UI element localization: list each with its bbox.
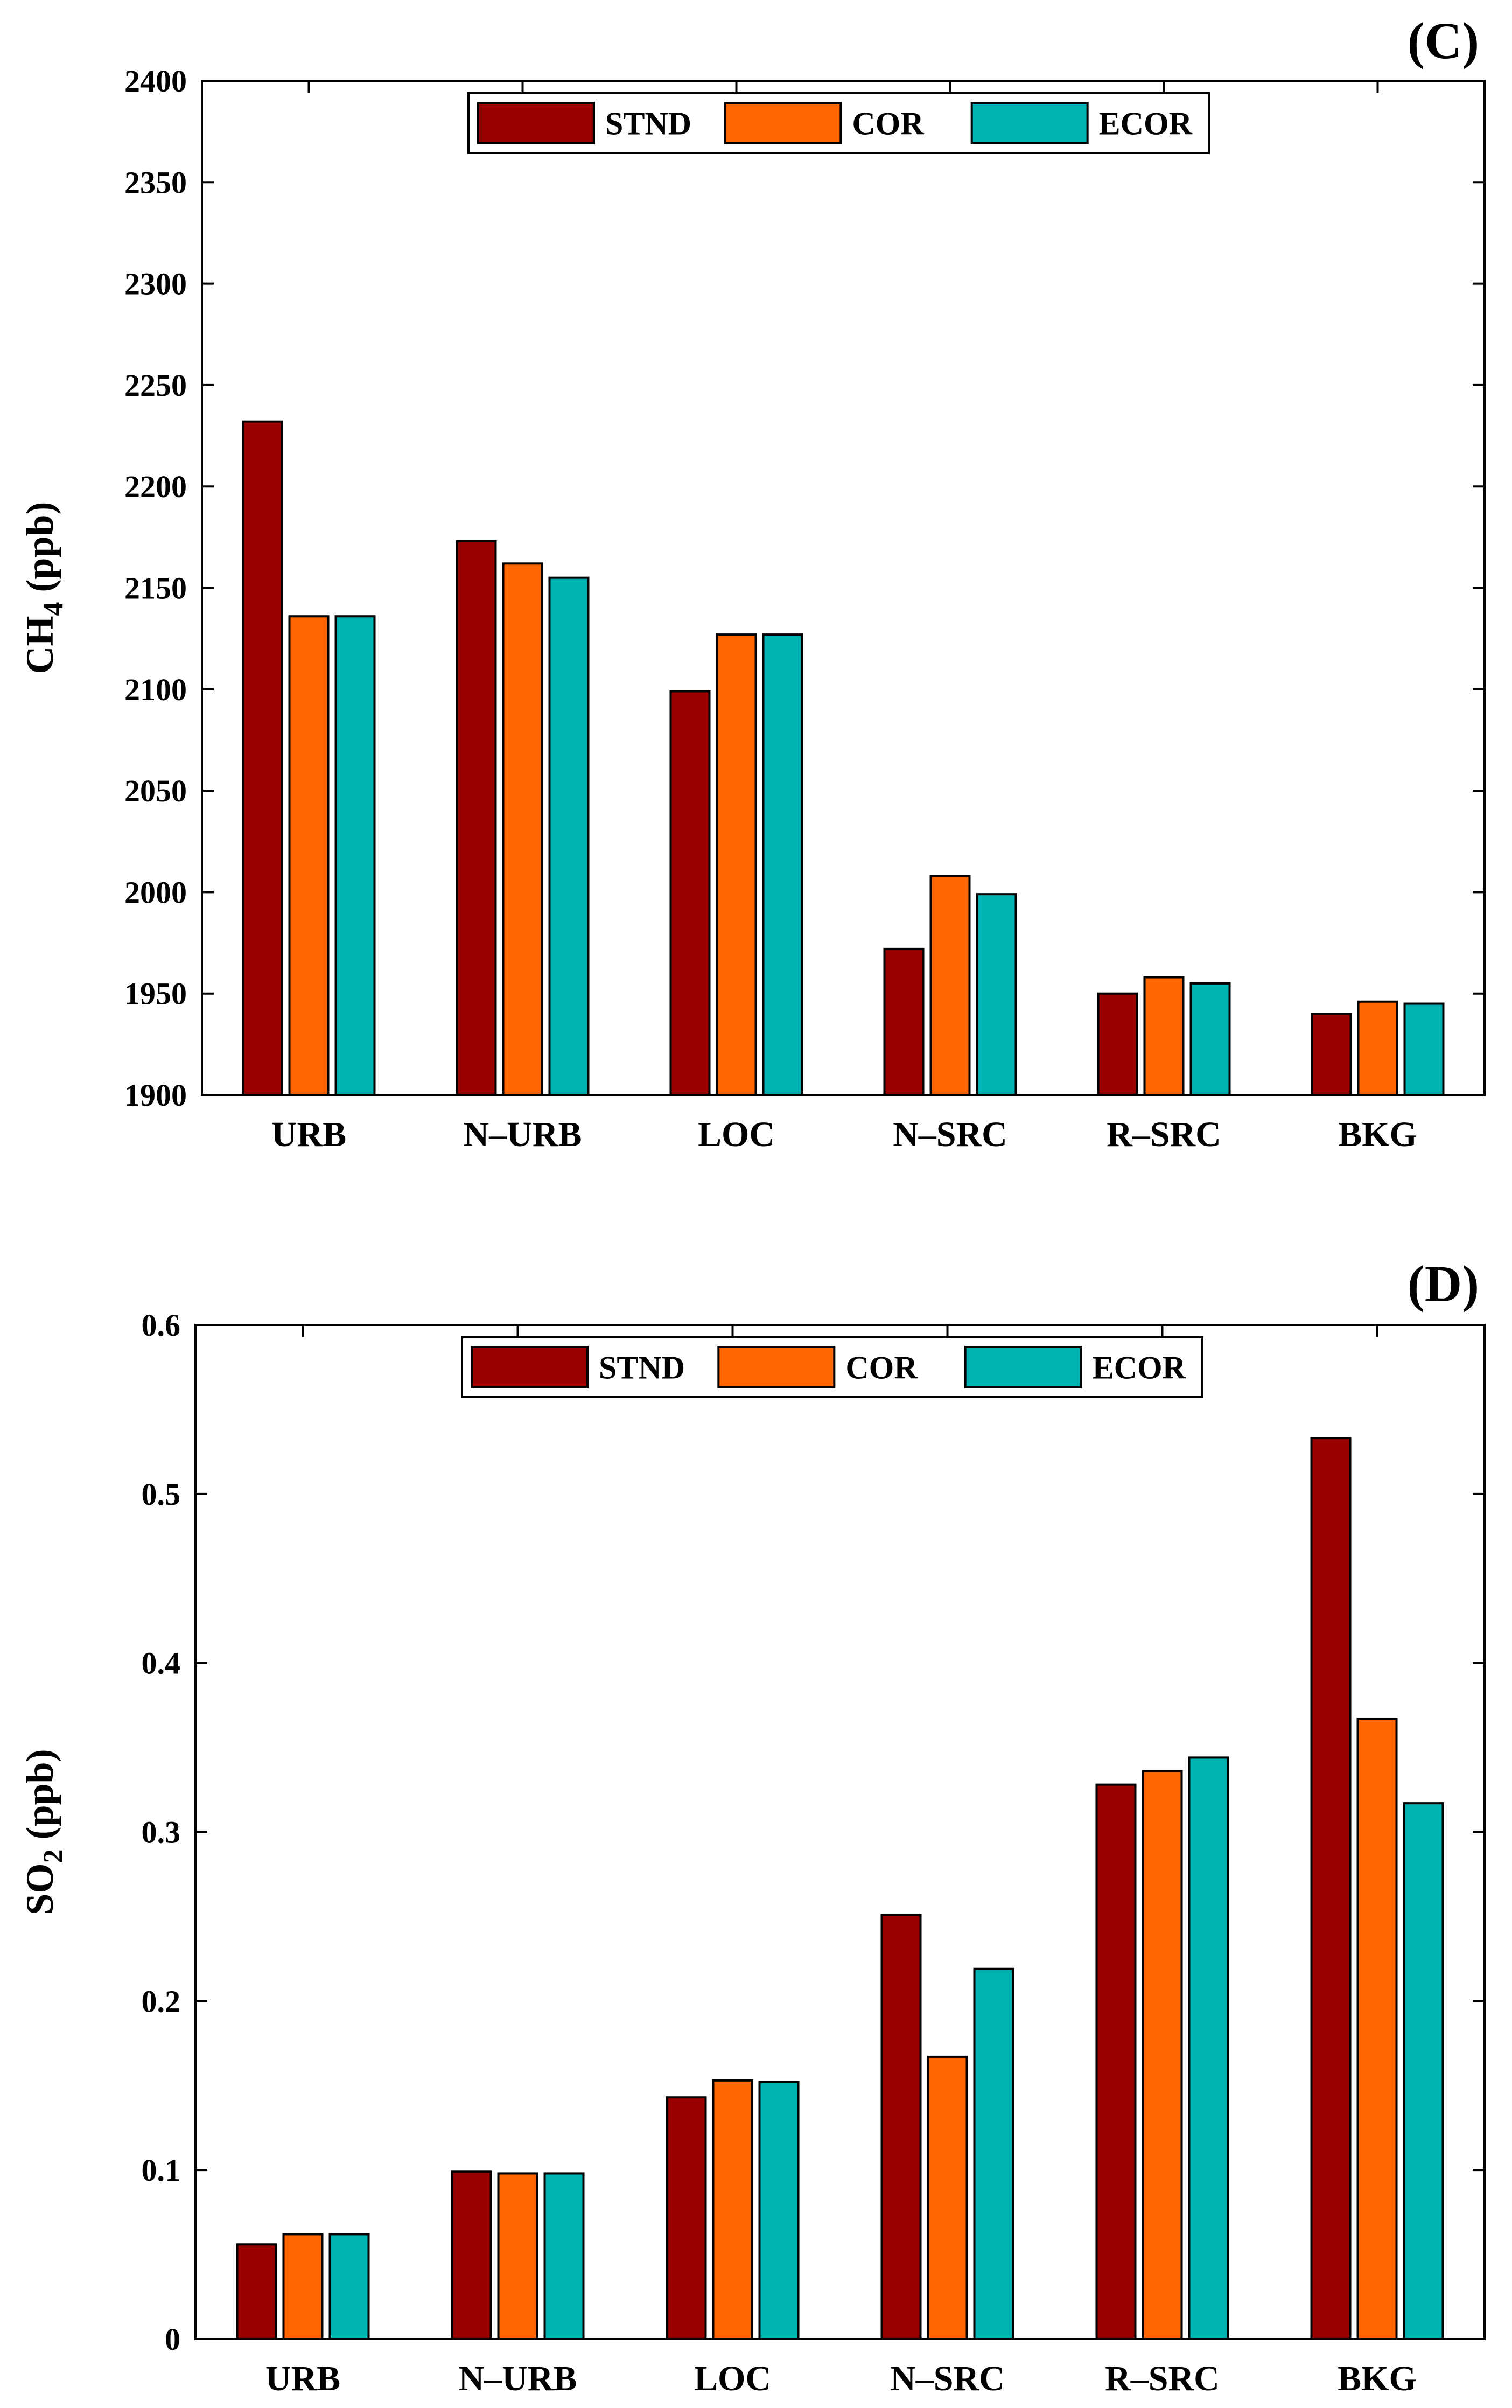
bar-cor-n-src [927,2055,968,2341]
bar-cor-bkg [1356,1718,1398,2340]
bar-stnd-urb [236,2243,277,2341]
legend-swatch-cor [724,102,842,144]
bar-ecor-r-src [1189,982,1231,1096]
y-tick-label: 0.4 [142,1646,181,1681]
x-tick-label-urb: URB [265,2359,340,2398]
y-tick-label: 2300 [124,267,187,302]
x-tick-label-urb: URB [271,1115,346,1154]
bar-ecor-n-urb [543,2172,585,2341]
bar-stnd-n-urb [456,540,497,1097]
bar-stnd-urb [242,420,283,1096]
y-tick-label: 0.2 [142,1984,181,2019]
bar-ecor-urb [334,615,376,1096]
bar-ecor-loc [758,2081,800,2341]
y-axis-label-main: CH [18,616,61,674]
y-tick-label: 1950 [124,976,187,1011]
x-tick-label-bkg: BKG [1338,2359,1417,2398]
legend-label-ecor: ECOR [1099,106,1193,142]
x-tick-label-loc: LOC [694,2359,771,2398]
y-tick-label: 1900 [124,1078,187,1113]
bar-cor-n-urb [502,562,543,1096]
x-tick-label-n-urb: N–URB [458,2359,577,2398]
bar-cor-loc [716,633,757,1097]
bar-cor-n-urb [497,2172,538,2341]
bar-ecor-bkg [1403,1802,1444,2341]
y-axis-label-main: SO [18,1863,61,1915]
bar-stnd-loc [669,690,711,1097]
y-axis-label-subscript: 4 [38,602,69,616]
bar-stnd-loc [666,2096,707,2340]
plot-area [201,80,1486,1096]
panel-label: (D) [1408,1255,1479,1313]
y-axis-label: CH4 (ppb) [18,501,69,674]
y-tick-label: 2100 [124,672,187,707]
bar-cor-r-src [1143,976,1185,1097]
y-tick-label: 2250 [124,368,187,403]
bar-ecor-n-src [973,1967,1014,2341]
bar-cor-n-src [929,875,971,1096]
y-tick-label: 2000 [124,875,187,910]
y-tick-label: 0.1 [142,2153,181,2188]
legend-label-stnd: STND [605,106,691,142]
plot-area [194,1324,1486,2340]
x-tick-label-n-urb: N–URB [463,1115,582,1154]
y-tick-label: 0 [165,2322,180,2357]
bar-ecor-bkg [1403,1002,1445,1097]
legend-swatch-ecor [964,1346,1082,1388]
y-axis-label-subscript: 2 [38,1849,69,1863]
y-tick-label: 2400 [124,64,187,99]
bar-stnd-n-src [883,947,925,1097]
x-tick-label-loc: LOC [698,1115,775,1154]
panel-c: 1900 1950 2000 2050 2100 2150 2200 2250 2300 2350… [18,12,1486,1154]
legend-swatch-ecor [970,102,1089,144]
bar-stnd-bkg [1310,1437,1352,2340]
x-tick-label-n-src: N–SRC [890,2359,1005,2398]
y-axis-label: SO2 (ppb) [18,1749,69,1915]
bar-cor-urb [282,2233,324,2340]
bar-stnd-bkg [1311,1013,1352,1096]
legend-label-cor: COR [845,1350,918,1386]
legend-label-stnd: STND [599,1350,685,1386]
legend-swatch-cor [717,1346,836,1388]
y-axis-label-unit: (ppb) [18,501,61,602]
y-tick-label: 0.3 [142,1815,181,1850]
panel-d: 0 0.1 0.2 0.3 0.4 0.5 0.6 URB N–URB LOC N–SRC R–SRC… [18,1255,1486,2398]
x-tick-label-r-src: R–SRC [1105,2359,1220,2398]
bar-cor-urb [288,615,330,1096]
bar-stnd-n-urb [451,2170,492,2340]
y-tick-label: 2050 [124,773,187,808]
bar-ecor-r-src [1188,1756,1229,2340]
bar-ecor-urb [328,2233,370,2340]
y-tick-label: 2200 [124,469,187,504]
x-tick-label-r-src: R–SRC [1107,1115,1221,1154]
bar-stnd-r-src [1095,1783,1137,2340]
legend-swatch-stnd [471,1346,589,1388]
bar-stnd-r-src [1097,992,1138,1096]
y-tick-label: 0.5 [142,1477,181,1512]
bar-cor-r-src [1142,1770,1183,2340]
bar-cor-bkg [1357,1000,1398,1097]
legend: STND COR ECOR [461,1336,1203,1398]
x-tick-label-n-src: N–SRC [893,1115,1007,1154]
y-tick-label: 2150 [124,571,187,606]
bar-ecor-n-src [976,893,1017,1097]
bar-stnd-n-src [880,1914,922,2340]
legend-label-ecor: ECOR [1093,1350,1186,1386]
legend-swatch-stnd [477,102,595,144]
panel-label: (C) [1408,12,1479,69]
x-tick-label-bkg: BKG [1338,1115,1417,1154]
legend: STND COR ECOR [467,92,1210,154]
y-tick-label: 0.6 [142,1308,181,1343]
bar-cor-loc [712,2079,753,2340]
bar-ecor-n-urb [548,576,590,1097]
legend-label-cor: COR [852,106,924,142]
y-axis-label-unit: (ppb) [18,1749,61,1849]
y-tick-label: 2350 [124,165,187,200]
bar-ecor-loc [762,633,803,1097]
